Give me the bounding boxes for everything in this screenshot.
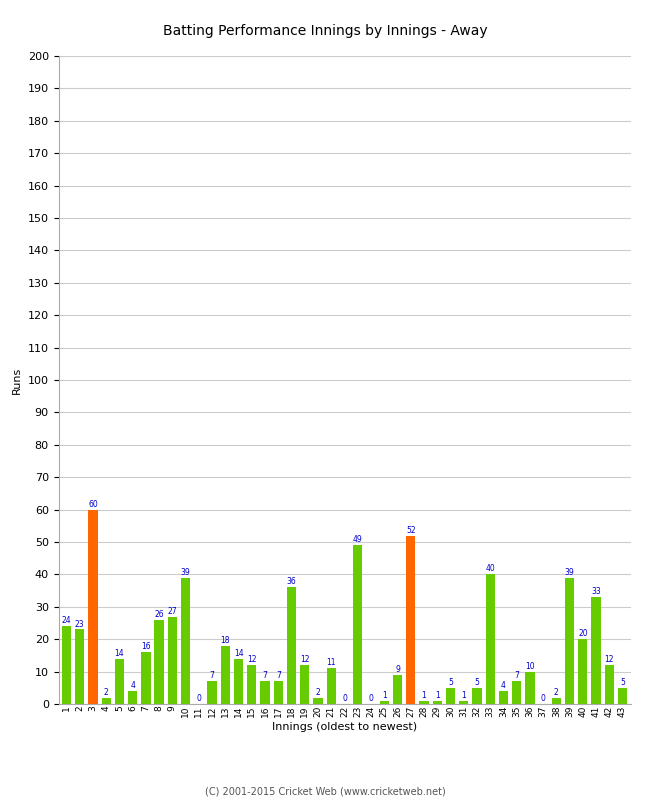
Bar [221, 646, 230, 704]
Text: 18: 18 [220, 636, 230, 645]
Bar [207, 682, 216, 704]
Text: 2: 2 [554, 687, 559, 697]
Text: 49: 49 [353, 535, 363, 544]
Bar [247, 665, 257, 704]
Text: 0: 0 [541, 694, 545, 703]
Bar [604, 665, 614, 704]
Bar [353, 546, 363, 704]
Text: 0: 0 [196, 694, 202, 703]
Bar [128, 691, 137, 704]
Text: Batting Performance Innings by Innings - Away: Batting Performance Innings by Innings -… [162, 24, 488, 38]
Bar [101, 698, 111, 704]
Bar [287, 587, 296, 704]
Text: 39: 39 [181, 568, 190, 577]
Text: 27: 27 [168, 606, 177, 615]
Text: 11: 11 [326, 658, 336, 667]
Bar [261, 682, 270, 704]
Bar [592, 597, 601, 704]
Text: (C) 2001-2015 Cricket Web (www.cricketweb.net): (C) 2001-2015 Cricket Web (www.cricketwe… [205, 786, 445, 796]
Text: 4: 4 [501, 681, 506, 690]
Bar [234, 658, 243, 704]
Text: 1: 1 [382, 690, 387, 700]
Bar [181, 578, 190, 704]
Y-axis label: Runs: Runs [12, 366, 22, 394]
Bar [525, 672, 534, 704]
Bar [313, 698, 322, 704]
Text: 12: 12 [247, 655, 257, 664]
Bar [499, 691, 508, 704]
Text: 1: 1 [435, 690, 439, 700]
Bar [115, 658, 124, 704]
Text: 39: 39 [565, 568, 575, 577]
Bar [168, 617, 177, 704]
Text: 10: 10 [525, 662, 535, 670]
Text: 14: 14 [114, 649, 124, 658]
Bar [419, 701, 428, 704]
Bar [274, 682, 283, 704]
Text: 1: 1 [462, 690, 466, 700]
Bar [432, 701, 442, 704]
Text: 52: 52 [406, 526, 415, 534]
Text: 24: 24 [62, 616, 72, 626]
Text: 2: 2 [316, 687, 320, 697]
Bar [552, 698, 561, 704]
Bar [486, 574, 495, 704]
Text: 5: 5 [448, 678, 453, 687]
Text: 7: 7 [514, 671, 519, 680]
Bar [565, 578, 574, 704]
Text: 1: 1 [422, 690, 426, 700]
Text: 60: 60 [88, 500, 97, 509]
Text: 5: 5 [474, 678, 479, 687]
Bar [62, 626, 71, 704]
Bar [75, 630, 84, 704]
Bar [618, 688, 627, 704]
Bar [155, 620, 164, 704]
Text: 26: 26 [154, 610, 164, 618]
Bar [300, 665, 309, 704]
Bar [578, 639, 588, 704]
Text: 7: 7 [276, 671, 281, 680]
Bar [512, 682, 521, 704]
Text: 9: 9 [395, 665, 400, 674]
Bar [88, 510, 98, 704]
Text: 36: 36 [287, 578, 296, 586]
Text: 23: 23 [75, 619, 84, 629]
Text: 33: 33 [592, 587, 601, 596]
Text: 7: 7 [210, 671, 215, 680]
Bar [326, 668, 336, 704]
Text: 5: 5 [620, 678, 625, 687]
Text: 16: 16 [141, 642, 151, 651]
Text: 7: 7 [263, 671, 268, 680]
Bar [473, 688, 482, 704]
Bar [406, 535, 415, 704]
Bar [141, 652, 151, 704]
Text: 2: 2 [104, 687, 109, 697]
Bar [393, 675, 402, 704]
Text: 12: 12 [604, 655, 614, 664]
Text: 12: 12 [300, 655, 309, 664]
Bar [446, 688, 455, 704]
Text: 40: 40 [486, 565, 495, 574]
Text: 14: 14 [234, 649, 243, 658]
Text: 0: 0 [369, 694, 373, 703]
Text: 20: 20 [578, 630, 588, 638]
X-axis label: Innings (oldest to newest): Innings (oldest to newest) [272, 722, 417, 733]
Bar [459, 701, 468, 704]
Text: 4: 4 [130, 681, 135, 690]
Bar [380, 701, 389, 704]
Text: 0: 0 [342, 694, 347, 703]
